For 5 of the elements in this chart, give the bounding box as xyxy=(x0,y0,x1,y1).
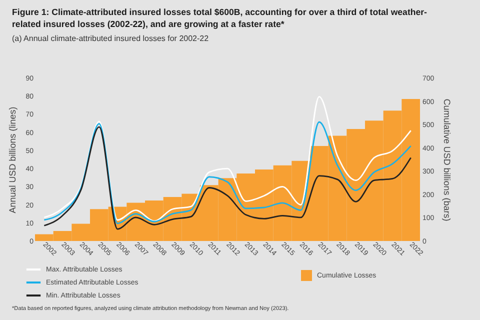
y2-axis-title: Cumulative USD billions (bars) xyxy=(442,98,452,222)
y-axis-title: Annual USD billions (lines) xyxy=(8,106,18,214)
chart-title: Figure 1: Climate-attributed insured losses total $600B, accounting for over a third of total weather-related insured losses (2002-22), and are growing at a faster rate* xyxy=(12,6,428,30)
line-series xyxy=(43,96,412,222)
chart-subtitle: (a) Annual climate-attributed insured losses for 2002-22 xyxy=(12,34,209,43)
